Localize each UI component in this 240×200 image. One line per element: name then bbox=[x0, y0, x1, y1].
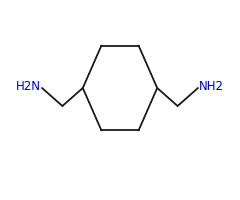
Text: NH2: NH2 bbox=[199, 80, 224, 93]
Text: H2N: H2N bbox=[16, 80, 41, 93]
